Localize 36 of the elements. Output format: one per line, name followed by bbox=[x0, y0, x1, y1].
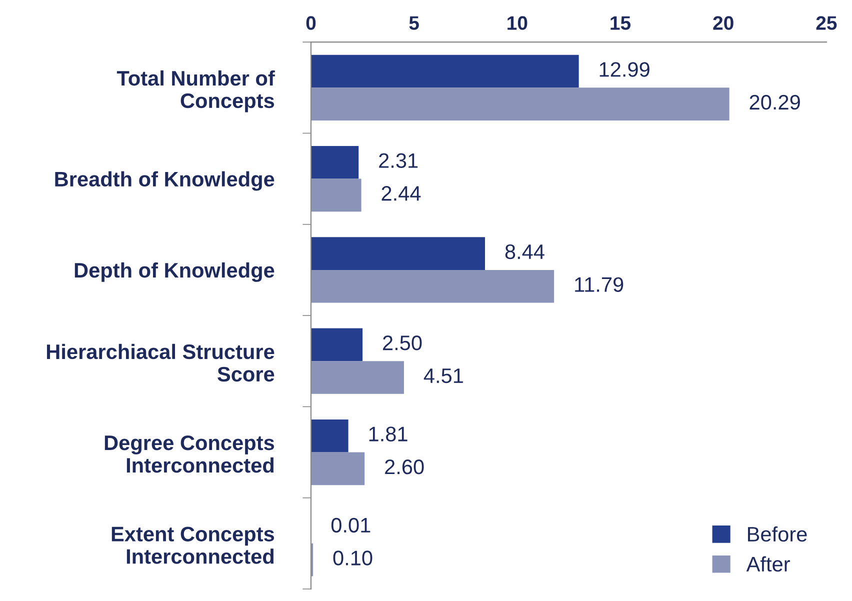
data-label: 2.31 bbox=[379, 153, 418, 168]
y-tick-label: Depth of Knowledge bbox=[74, 262, 274, 282]
data-label: 0.10 bbox=[333, 550, 372, 566]
legend-label: Before bbox=[748, 526, 807, 542]
bar bbox=[310, 419, 348, 452]
y-tick-label: Hierarchiacal Structure Score bbox=[47, 344, 274, 382]
x-tick-label: 15 bbox=[610, 16, 631, 30]
data-label: 2.44 bbox=[382, 186, 421, 201]
bar bbox=[310, 270, 554, 303]
bar bbox=[310, 452, 365, 486]
bar bbox=[310, 146, 359, 179]
bar bbox=[310, 88, 730, 120]
bar bbox=[310, 361, 404, 394]
y-tick-label: Breadth of Knowledge bbox=[55, 171, 274, 191]
data-label: 2.50 bbox=[383, 336, 422, 350]
bar bbox=[310, 178, 362, 212]
x-tick-label: 0 bbox=[306, 16, 316, 30]
y-tick-label: Extent Concepts Interconnected bbox=[112, 526, 274, 564]
data-label: 12.99 bbox=[600, 62, 650, 77]
y-tick-label: Degree Concepts Interconnected bbox=[104, 435, 274, 473]
bar bbox=[310, 54, 579, 88]
data-label: 11.79 bbox=[575, 277, 624, 292]
data-label: 2.60 bbox=[385, 460, 424, 474]
x-tick-label: 5 bbox=[409, 16, 419, 30]
x-tick-label: 20 bbox=[713, 16, 734, 30]
data-label: 20.29 bbox=[750, 94, 800, 110]
data-label: 1.81 bbox=[369, 426, 408, 442]
x-tick-label: 25 bbox=[816, 16, 837, 30]
data-label: 0.01 bbox=[331, 518, 370, 533]
bar bbox=[310, 328, 363, 362]
bar bbox=[310, 237, 485, 270]
data-label: 4.51 bbox=[424, 368, 463, 384]
x-tick-label: 10 bbox=[508, 16, 528, 30]
data-label: 8.44 bbox=[505, 244, 544, 260]
legend-label: After bbox=[746, 556, 790, 572]
y-tick-label: Total Number of Concepts bbox=[116, 70, 275, 112]
